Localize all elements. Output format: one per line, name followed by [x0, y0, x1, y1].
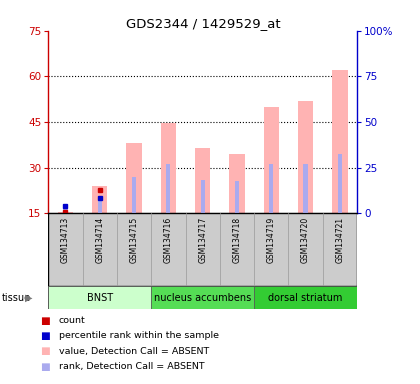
- Bar: [151, 286, 254, 309]
- Text: count: count: [59, 316, 86, 325]
- Text: GSM134721: GSM134721: [335, 217, 344, 263]
- Bar: [332, 70, 348, 213]
- Bar: [92, 186, 108, 213]
- Text: GSM134719: GSM134719: [267, 217, 276, 263]
- Bar: [298, 101, 313, 213]
- Text: GSM134720: GSM134720: [301, 217, 310, 263]
- Bar: [263, 107, 279, 213]
- Text: value, Detection Call = ABSENT: value, Detection Call = ABSENT: [59, 347, 209, 356]
- Bar: [254, 286, 357, 309]
- Bar: [269, 164, 273, 213]
- Bar: [58, 212, 73, 213]
- Text: GSM134714: GSM134714: [95, 217, 104, 263]
- Bar: [235, 181, 239, 213]
- Text: rank, Detection Call = ABSENT: rank, Detection Call = ABSENT: [59, 362, 205, 371]
- Bar: [160, 123, 176, 213]
- Bar: [48, 286, 151, 309]
- Bar: [98, 196, 102, 213]
- Bar: [229, 154, 245, 213]
- Text: dorsal striatum: dorsal striatum: [268, 293, 343, 303]
- Bar: [132, 177, 136, 213]
- Bar: [338, 154, 342, 213]
- Bar: [166, 164, 171, 213]
- Text: tissue: tissue: [2, 293, 31, 303]
- Text: ■: ■: [40, 362, 50, 372]
- Text: ▶: ▶: [25, 293, 32, 303]
- Text: GDS2344 / 1429529_at: GDS2344 / 1429529_at: [126, 17, 281, 30]
- Text: percentile rank within the sample: percentile rank within the sample: [59, 331, 219, 341]
- Text: ■: ■: [40, 331, 50, 341]
- Text: ■: ■: [40, 346, 50, 356]
- Bar: [63, 205, 68, 213]
- Text: GSM134717: GSM134717: [198, 217, 207, 263]
- Text: GSM134713: GSM134713: [61, 217, 70, 263]
- Text: BNST: BNST: [87, 293, 113, 303]
- Text: nucleus accumbens: nucleus accumbens: [154, 293, 251, 303]
- Bar: [201, 180, 205, 213]
- Text: ■: ■: [40, 316, 50, 326]
- Bar: [195, 148, 210, 213]
- Text: GSM134715: GSM134715: [129, 217, 139, 263]
- Text: GSM134716: GSM134716: [164, 217, 173, 263]
- Bar: [304, 164, 307, 213]
- Text: GSM134718: GSM134718: [232, 217, 241, 263]
- Bar: [126, 143, 142, 213]
